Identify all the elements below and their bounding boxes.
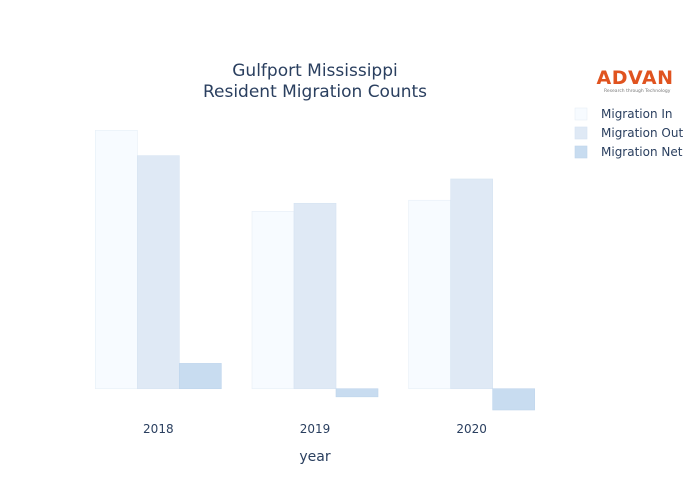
bar-migration-net-2020[interactable]	[492, 388, 535, 411]
legend-swatch	[574, 107, 588, 121]
bars-layer	[95, 130, 535, 411]
legend-item-migration-in[interactable]: Migration In	[574, 107, 673, 121]
x-tick-label: 2019	[300, 422, 331, 436]
advan-logo: ADVAN Research through Technology	[597, 67, 674, 94]
chart-title-line-2: Resident Migration Counts	[203, 82, 427, 102]
legend-swatch	[574, 126, 588, 140]
legend-swatch	[574, 145, 588, 159]
legend-item-migration-out[interactable]: Migration Out	[574, 126, 683, 140]
bar-migration-out-2018[interactable]	[137, 155, 180, 390]
legend-label: Migration In	[601, 107, 673, 121]
bar-migration-in-2020[interactable]	[408, 199, 451, 390]
chart-title: Gulfport Mississippi Resident Migration …	[203, 61, 427, 102]
x-tick-label: 2018	[143, 422, 174, 436]
legend-item-migration-net[interactable]: Migration Net	[574, 145, 683, 159]
logo-text: ADVAN	[597, 67, 674, 89]
legend-label: Migration Net	[601, 145, 683, 159]
bar-migration-in-2019[interactable]	[251, 211, 295, 390]
bar-migration-net-2019[interactable]	[335, 388, 379, 398]
logo-tagline: Research through Technology	[604, 88, 671, 94]
x-axis-title: year	[299, 449, 330, 465]
legend-label: Migration Out	[601, 126, 683, 140]
chart-title-line-1: Gulfport Mississippi	[232, 61, 397, 81]
bar-migration-in-2018[interactable]	[95, 130, 138, 390]
bar-migration-net-2018[interactable]	[179, 363, 222, 390]
bar-migration-out-2019[interactable]	[293, 202, 337, 390]
legend[interactable]: Migration In Migration Out Migration Net	[574, 107, 683, 159]
x-axis-ticks: 2018 2019 2020	[143, 422, 487, 436]
x-tick-label: 2020	[456, 422, 487, 436]
bar-migration-out-2020[interactable]	[450, 178, 493, 390]
